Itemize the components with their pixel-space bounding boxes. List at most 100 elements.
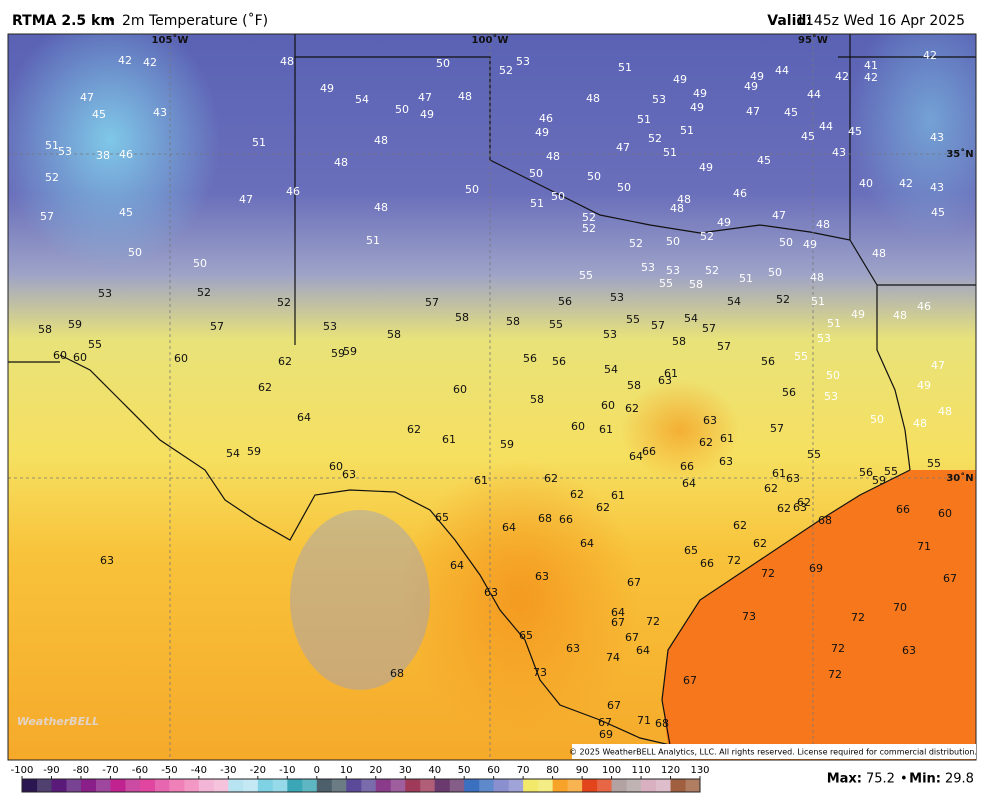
station-value: 73 [533, 666, 547, 679]
colorbar-cell [390, 779, 406, 792]
station-value: 72 [828, 668, 842, 681]
station-value: 67 [598, 716, 612, 729]
station-value: 44 [775, 64, 789, 77]
station-value: 42 [143, 56, 157, 69]
station-value: 53 [603, 328, 617, 341]
colorbar-tick-label: 40 [428, 765, 441, 776]
separator: • [108, 14, 116, 29]
station-value: 72 [727, 554, 741, 567]
valid-label: Valid: [767, 13, 812, 29]
station-value: 57 [770, 422, 784, 435]
station-value: 60 [453, 383, 467, 396]
station-value: 50 [870, 413, 884, 426]
station-value: 45 [784, 106, 798, 119]
station-value: 48 [280, 55, 294, 68]
station-value: 59 [343, 345, 357, 358]
station-value: 55 [794, 350, 808, 363]
colorbar-cell [80, 779, 96, 792]
station-value: 52 [197, 286, 211, 299]
station-value: 42 [864, 71, 878, 84]
station-value: 46 [917, 300, 931, 313]
station-value: 48 [374, 201, 388, 214]
colorbar-cell [331, 779, 347, 792]
station-value: 48 [586, 92, 600, 105]
station-value: 50 [779, 236, 793, 249]
colorbar-tick-label: 30 [399, 765, 412, 776]
station-value: 50 [826, 369, 840, 382]
station-value: 72 [646, 615, 660, 628]
colorbar-cell [257, 779, 273, 792]
station-value: 63 [786, 472, 800, 485]
station-value: 59 [247, 445, 261, 458]
station-value: 53 [98, 287, 112, 300]
station-value: 63 [703, 414, 717, 427]
station-value: 55 [659, 277, 673, 290]
station-value: 50 [587, 170, 601, 183]
colorbar-cell [655, 779, 671, 792]
station-value: 52 [45, 171, 59, 184]
station-value: 72 [831, 642, 845, 655]
station-value: 58 [627, 379, 641, 392]
station-value: 50 [465, 183, 479, 196]
colorbar-cell [523, 779, 539, 792]
station-value: 64 [297, 411, 311, 424]
colorbar-cell [493, 779, 509, 792]
station-value: 51 [366, 234, 380, 247]
colorbar-tick-label: -30 [220, 765, 236, 776]
colorbar-cell [537, 779, 553, 792]
station-value: 49 [420, 108, 434, 121]
station-value: 48 [374, 134, 388, 147]
grid-lines [8, 34, 976, 760]
station-value: 61 [720, 432, 734, 445]
colorbar-cell [552, 779, 568, 792]
station-value: 42 [118, 54, 132, 67]
station-value: 67 [607, 699, 621, 712]
station-value: 45 [119, 206, 133, 219]
station-value: 45 [801, 130, 815, 143]
station-value: 64 [450, 559, 464, 572]
station-value: 66 [559, 513, 573, 526]
station-value: 58 [455, 311, 469, 324]
station-value: 51 [530, 197, 544, 210]
colorbar-tick-label: -50 [161, 765, 177, 776]
station-value: 42 [923, 49, 937, 62]
station-value: 64 [502, 521, 516, 534]
station-value: 51 [739, 272, 753, 285]
station-value: 52 [700, 230, 714, 243]
station-value: 49 [917, 379, 931, 392]
colorbar-tick-label: -60 [132, 765, 148, 776]
colorbar-tick-label: -40 [191, 765, 207, 776]
colorbar-cell [51, 779, 67, 792]
colorbar-cell [405, 779, 421, 792]
station-value: 62 [797, 496, 811, 509]
station-value: 63 [342, 468, 356, 481]
station-value: 64 [682, 477, 696, 490]
min-value: 29.8 [945, 772, 974, 787]
station-value: 60 [601, 399, 615, 412]
station-value: 64 [636, 644, 650, 657]
station-value: 54 [684, 312, 698, 325]
station-value: 46 [539, 112, 553, 125]
station-value: 61 [772, 467, 786, 480]
station-value: 50 [128, 246, 142, 259]
station-value: 51 [637, 113, 651, 126]
station-value: 51 [680, 124, 694, 137]
station-value: 49 [693, 87, 707, 100]
station-value: 49 [851, 308, 865, 321]
colorbar-tick-label: 60 [487, 765, 500, 776]
colorbar-tick-label: -70 [102, 765, 118, 776]
station-value: 63 [902, 644, 916, 657]
station-value: 54 [355, 93, 369, 106]
station-value: 59 [68, 318, 82, 331]
colorbar-cell [316, 779, 332, 792]
station-value: 71 [917, 540, 931, 553]
station-value: 47 [746, 105, 760, 118]
station-value: 55 [807, 448, 821, 461]
station-value: 64 [611, 606, 625, 619]
station-value: 45 [931, 206, 945, 219]
station-value: 48 [810, 271, 824, 284]
grid-label: 35˚N [946, 148, 973, 160]
station-value: 53 [824, 390, 838, 403]
station-value: 48 [913, 417, 927, 430]
station-value: 63 [100, 554, 114, 567]
